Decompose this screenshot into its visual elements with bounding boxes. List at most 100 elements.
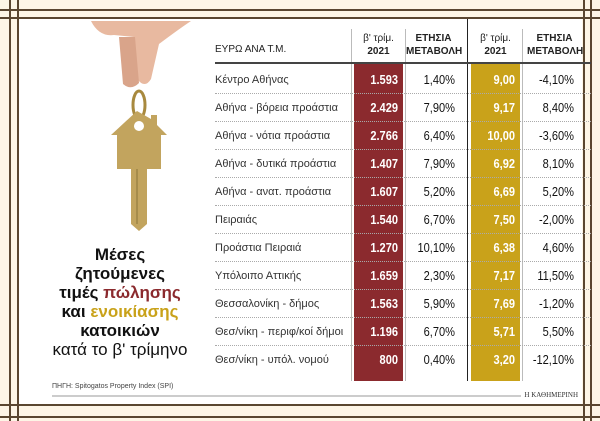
sale-price: 1.270 [370, 240, 398, 255]
frame-line [17, 0, 19, 421]
sale-price: 1.196 [370, 324, 398, 339]
table-row: Αθήνα - ανατ. προάστια 1.607 5,20% 6,69 5,20… [215, 177, 591, 206]
frame-line [583, 0, 585, 421]
source-note: ΠΗΓΗ: Spitogatos Property Index (SPI) [52, 383, 174, 390]
table-row: Πειραιάς 1.540 6,70% 7,50 -2,00% [215, 205, 591, 234]
frame-line [0, 416, 600, 418]
row-label: Αθήνα - ανατ. προάστια [215, 186, 332, 198]
table-row: Προάστια Πειραιά 1.270 10,10% 6,38 4,60% [215, 233, 591, 262]
row-label: Κέντρο Αθήνας [215, 74, 289, 86]
frame-line [0, 9, 600, 11]
sale-price: 1.407 [370, 156, 398, 171]
header-sale-quarter: β' τρίμ. 2021 [354, 32, 403, 58]
title-subtitle: κατά το β' τρίμηνο [52, 340, 188, 359]
rent-price: 7,17 [493, 268, 515, 283]
rent-change: -4,10% [538, 72, 574, 87]
sale-price: 1.659 [370, 268, 398, 283]
title-line: και ενοικίασης [39, 302, 201, 321]
sale-change: 6,40% [423, 128, 455, 143]
frame-line [9, 0, 11, 421]
rent-price: 6,92 [493, 156, 515, 171]
sale-price: 1.563 [370, 296, 398, 311]
title-line: ζητούμενες [74, 264, 166, 283]
frame-line [0, 17, 600, 19]
sale-price: 1.593 [370, 72, 398, 87]
hand-holding-key-image [91, 21, 191, 231]
sale-change: 10,10% [417, 240, 455, 255]
sale-change: 6,70% [423, 212, 455, 227]
rent-price: 10,00 [487, 128, 515, 143]
row-label: Αθήνα - βόρεια προάστια [215, 102, 338, 114]
table-row: Θεσ/νίκη - περιφ/κοί δήμοι 1.196 6,70% 5,71… [215, 317, 591, 346]
row-label: Θεσ/νίκη - περιφ/κοί δήμοι [215, 326, 344, 338]
title-line: Μέσες [94, 245, 146, 264]
title-highlight-sale: πώλησης [103, 283, 181, 302]
table-row: Θεσσαλονίκη - δήμος 1.563 5,90% 7,69 -1,20% [215, 289, 591, 318]
sale-change: 7,90% [423, 156, 455, 171]
infographic-panel: ΕΥΡΩ ΑΝΑ Τ.Μ. β' τρίμ. 2021 ΕΤΗΣΙΑ ΜΕΤΑΒ… [19, 19, 591, 404]
title-text: τιμές [59, 283, 104, 302]
table-row: Αθήνα - βόρεια προάστια 2.429 7,90% 9,17 8,4… [215, 93, 591, 122]
header-text: 2021 [484, 46, 507, 57]
header-rent-change: ΕΤΗΣΙΑ ΜΕΤΑΒΟΛΗ [527, 32, 584, 58]
header-text: ΜΕΤΑΒΟΛΗ [406, 46, 463, 57]
row-label: Αθήνα - νότια προάστια [215, 130, 331, 142]
rent-change: 8,10% [542, 156, 574, 171]
frame-line [590, 0, 592, 421]
title-line: κατοικιών [80, 321, 160, 340]
infographic-title: Μέσες ζητούμενες τιμές πώλησης και ενοικ… [39, 245, 201, 359]
row-label: Προάστια Πειραιά [215, 242, 302, 254]
rent-change: 4,60% [542, 240, 574, 255]
rent-price: 3,20 [493, 352, 515, 367]
table-row: Κέντρο Αθήνας 1.593 1,40% 9,00 -4,10% [215, 65, 591, 94]
sale-price: 1.607 [370, 184, 398, 199]
sale-change: 6,70% [423, 324, 455, 339]
header-text: ΜΕΤΑΒΟΛΗ [527, 46, 584, 57]
rent-change: -3,60% [538, 128, 574, 143]
sale-column-bar [354, 63, 403, 381]
rent-change: -2,00% [538, 212, 574, 227]
header-text: ΕΤΗΣΙΑ [536, 33, 573, 44]
rent-price: 7,69 [493, 296, 515, 311]
rent-change: 5,20% [542, 184, 574, 199]
sale-change: 0,40% [423, 352, 455, 367]
rent-price: 6,69 [493, 184, 515, 199]
rent-change: -12,10% [532, 352, 574, 367]
footer-rule [52, 395, 562, 397]
table-row: Αθήνα - νότια προάστια 2.766 6,40% 10,00 -3,… [215, 121, 591, 150]
header-label: ΕΥΡΩ ΑΝΑ Τ.Μ. [215, 44, 287, 55]
rent-price: 9,00 [493, 72, 515, 87]
row-label: Θεσσαλονίκη - δήμος [215, 298, 320, 310]
table-row: Αθήνα - δυτικά προάστια 1.407 7,90% 6,92 8,1… [215, 149, 591, 178]
column-divider [467, 19, 468, 381]
publisher-logo: Η ΚΑΘΗΜΕΡΙΝΗ [521, 391, 578, 399]
rent-price: 9,17 [493, 100, 515, 115]
row-label: Αθήνα - δυτικά προάστια [215, 158, 337, 170]
title-text: και [61, 302, 91, 321]
sale-change: 5,20% [423, 184, 455, 199]
sale-change: 7,90% [423, 100, 455, 115]
sale-price: 1.540 [370, 212, 398, 227]
frame-line [0, 404, 600, 406]
table-row: Θεσ/νίκη - υπόλ. νομού 800 0,40% 3,20 -12,10… [215, 345, 591, 373]
row-label: Υπόλοιπο Αττικής [215, 270, 302, 282]
header-text: β' τρίμ. [363, 33, 394, 44]
header-text: ΕΤΗΣΙΑ [415, 33, 452, 44]
header-text: β' τρίμ. [480, 33, 511, 44]
rent-change: 5,50% [542, 324, 574, 339]
header-text: 2021 [367, 46, 390, 57]
title-highlight-rent: ενοικίασης [90, 302, 179, 321]
rent-change: -1,20% [538, 296, 574, 311]
sale-change: 1,40% [423, 72, 455, 87]
rent-price: 7,50 [493, 212, 515, 227]
sale-price: 800 [379, 352, 398, 367]
sale-change: 5,90% [423, 296, 455, 311]
rent-change: 8,40% [542, 100, 574, 115]
row-label: Πειραιάς [215, 214, 258, 226]
rent-change: 11,50% [537, 268, 574, 283]
rent-column-bar [471, 63, 520, 381]
header-sale-change: ΕΤΗΣΙΑ ΜΕΤΑΒΟΛΗ [406, 32, 463, 58]
rent-price: 6,38 [493, 240, 515, 255]
rent-price: 5,71 [493, 324, 515, 339]
header-rent-quarter: β' τρίμ. 2021 [471, 32, 520, 58]
